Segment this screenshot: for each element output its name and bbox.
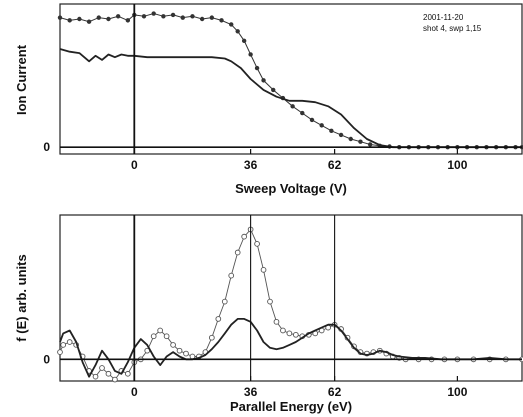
data-point (112, 376, 118, 383)
y-axis-label: f (E) arb. units (14, 254, 29, 341)
data-point (267, 298, 273, 305)
x-tick-label: 62 (328, 158, 342, 172)
data-point (254, 241, 260, 247)
data-point (163, 333, 170, 340)
x-tick-label: 62 (328, 385, 342, 399)
x-tick-label: 100 (447, 385, 467, 399)
x-axis-label: Parallel Energy (eV) (230, 399, 352, 414)
data-point (241, 38, 247, 44)
data-point (329, 128, 334, 134)
plot-frame (59, 3, 523, 155)
y-axis-label: Ion Current (14, 44, 29, 115)
axis-layer: 0 36 62 100 0 (43, 4, 522, 172)
data-point (170, 12, 176, 18)
x-tick-label: 0 (131, 385, 138, 399)
annotation-line-1: 2001-11-20 (423, 13, 464, 22)
data-point (209, 15, 215, 20)
parallel-energy-panel: 0 36 62 100 0 Parallel Energy (eV) f (E) arb… (14, 214, 523, 414)
data-point (180, 15, 185, 20)
data-point (157, 327, 164, 334)
data-point (219, 18, 224, 23)
data-point (367, 142, 373, 147)
data-point (348, 136, 353, 142)
data-point (286, 330, 293, 337)
data-point (106, 16, 111, 22)
data-point (235, 29, 240, 34)
data-point (66, 339, 73, 345)
data-point (67, 18, 72, 23)
series-line-solid (59, 48, 522, 149)
data-point (260, 267, 267, 273)
data-point (271, 87, 276, 93)
data-point (183, 350, 189, 357)
data-point (170, 342, 176, 348)
data-point (92, 373, 99, 380)
data-point (254, 65, 260, 71)
data-point (150, 333, 157, 340)
data-point (248, 52, 253, 57)
data-point (309, 117, 315, 123)
data-point (86, 19, 92, 24)
data-point (290, 104, 295, 109)
sweep-voltage-panel: 0 36 62 100 0 2001-11-20 shot 4, swp 1,15 Sw… (14, 3, 523, 196)
data-point (229, 22, 234, 27)
data-point (161, 14, 166, 19)
data-point (292, 331, 299, 338)
x-axis-label: Sweep Voltage (V) (235, 181, 347, 196)
data-point (124, 370, 131, 377)
data-point (241, 233, 248, 240)
x-tick-label: 36 (244, 158, 258, 172)
data-point (358, 139, 363, 144)
data-point (115, 14, 121, 19)
data-point (190, 14, 195, 19)
x-tick-label: 0 (131, 158, 138, 172)
data-point (208, 334, 215, 341)
data-point (151, 11, 156, 16)
data-point (125, 18, 131, 23)
data-point (221, 298, 228, 305)
plot-frame (59, 214, 523, 382)
data-point (141, 14, 147, 19)
data-point (57, 349, 63, 355)
y-tick-label: 0 (43, 352, 50, 366)
data-point (105, 370, 112, 377)
data-point (319, 123, 324, 128)
data-point (338, 132, 344, 138)
x-tick-label: 36 (244, 385, 258, 399)
data-point (60, 342, 67, 348)
data-point (199, 16, 205, 22)
data-point (280, 327, 286, 334)
data-point (300, 110, 305, 116)
data-point (176, 347, 183, 354)
data-point (234, 249, 241, 256)
data-point (261, 78, 266, 83)
series-line-solid (59, 318, 522, 378)
data-point (273, 318, 280, 325)
y-tick-label: 0 (43, 140, 50, 154)
data-point (57, 15, 63, 20)
axis-layer: 0 36 62 100 0 (43, 215, 522, 399)
data-point (99, 365, 105, 371)
series-line-marked (59, 12, 522, 148)
annotation-line-2: shot 4, swp 1,15 (423, 24, 482, 33)
data-point (96, 15, 101, 20)
x-tick-label: 100 (447, 158, 467, 172)
data-point (228, 272, 235, 279)
data-point (215, 316, 222, 322)
data-point (77, 16, 82, 22)
